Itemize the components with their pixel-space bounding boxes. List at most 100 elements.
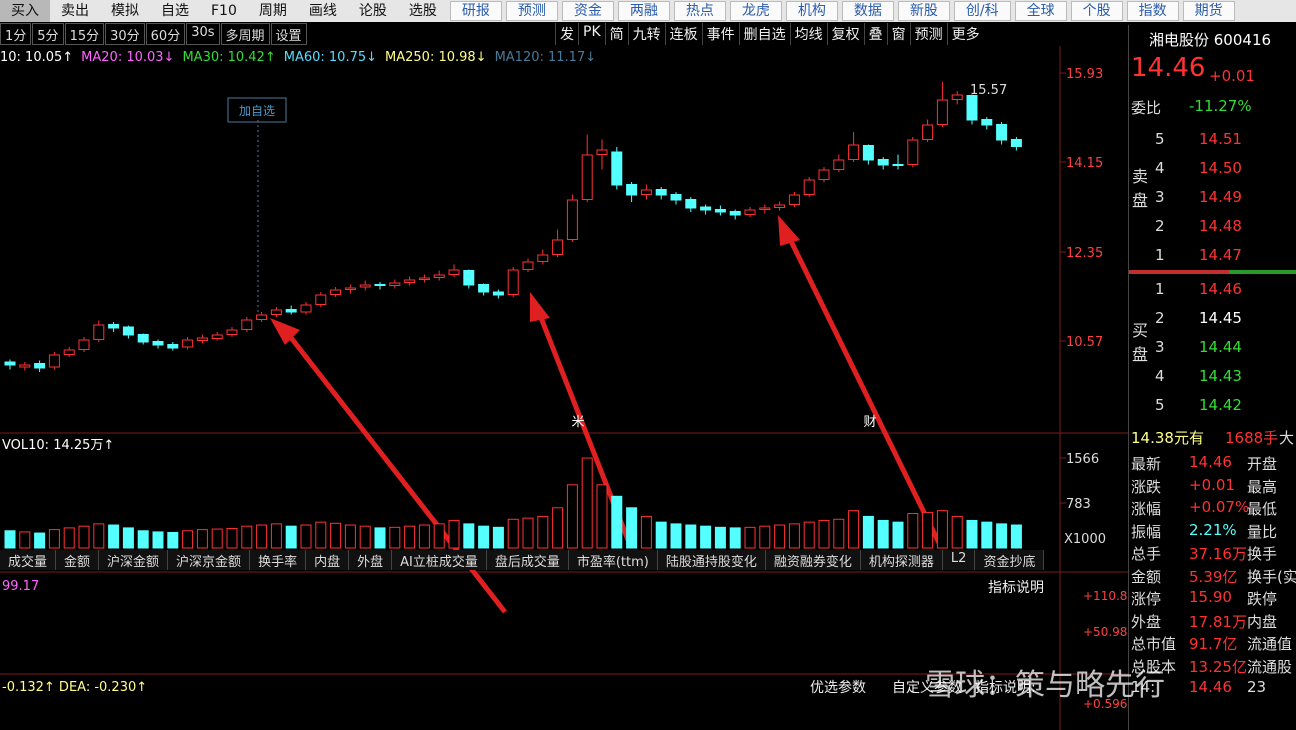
indicator-tab[interactable]: 盘后成交量	[487, 550, 569, 570]
period-button[interactable]: 1分	[0, 23, 32, 45]
candle-body	[862, 145, 874, 161]
indicator-tab[interactable]: 市盈率(ttm)	[569, 550, 658, 570]
indicator-tab[interactable]: 机构探测器	[861, 550, 943, 570]
candle-body	[907, 139, 919, 165]
candle-body	[922, 124, 934, 140]
toolbar-tab[interactable]: 热点	[673, 1, 726, 21]
indicator-tab[interactable]: 外盘	[349, 550, 393, 570]
volume-bar	[344, 524, 356, 549]
toolbar-tab[interactable]: 自选	[161, 3, 189, 19]
candle-body	[285, 309, 297, 313]
toolbar-tab[interactable]: F10	[211, 3, 237, 19]
divider	[1129, 270, 1229, 274]
toolbar-tab[interactable]: 预测	[505, 1, 558, 21]
toolbar-tab[interactable]: 创/科	[953, 1, 1011, 21]
period-button[interactable]: 15分	[64, 23, 105, 45]
stat-label: 外盘	[1131, 612, 1162, 631]
toolbar-tab[interactable]: 周期	[258, 3, 287, 19]
divider	[1229, 270, 1296, 274]
period-button[interactable]: 多周期	[220, 23, 270, 45]
volume-bar	[818, 519, 830, 549]
toolbar-tab[interactable]: 期货	[1182, 1, 1235, 21]
info: 14.38元有	[1131, 429, 1204, 447]
toolbar-tab[interactable]: 买入	[0, 0, 50, 22]
period-button[interactable]: 30s	[186, 23, 220, 45]
high-label: 15.57	[970, 83, 1007, 98]
level: 4	[1155, 367, 1165, 385]
toolbar-tab[interactable]: 个股	[1070, 1, 1123, 21]
candle-body	[226, 329, 238, 335]
volume-bar	[788, 523, 800, 549]
level: 4	[1155, 159, 1165, 177]
candle-body	[137, 334, 149, 343]
tool-button[interactable]: 事件	[701, 23, 739, 45]
tool-button[interactable]: 发	[555, 23, 578, 45]
toolbar-tab[interactable]: 画线	[308, 3, 337, 19]
volume-bar	[966, 519, 978, 549]
indicator-tab[interactable]: 陆股通持股变化	[658, 550, 766, 570]
tool-button[interactable]: 叠	[863, 23, 887, 45]
toolbar-tab[interactable]: 模拟	[111, 3, 139, 19]
candle-body	[48, 354, 60, 368]
tool-button[interactable]: 均线	[789, 23, 827, 45]
stat-value: 13.25亿	[1189, 657, 1247, 676]
ask-price: 14.50	[1199, 159, 1242, 177]
stat-value: 5.39亿	[1189, 567, 1238, 586]
candle-body	[34, 363, 46, 369]
indicator-tab[interactable]: 内盘	[306, 550, 350, 570]
indicator-tabs: 成交量 金额 沪深金额 沪深京金额 换手率 内盘 外盘 AI立桩成交量 盘后成交量 市盈率(ttm…	[0, 550, 1045, 570]
toolbar-tab[interactable]: 选股	[408, 3, 437, 19]
toolbar-tab[interactable]: 两融	[617, 1, 670, 21]
volume-bar	[833, 518, 845, 549]
tool-button[interactable]: 简	[604, 23, 628, 45]
volume-bar	[552, 507, 564, 549]
tool-button[interactable]: 预测	[909, 23, 947, 45]
volume-bar	[4, 530, 16, 549]
stat-value: 17.81万	[1189, 612, 1247, 631]
candle-body	[936, 99, 948, 125]
candle-body	[478, 284, 490, 293]
tool-button[interactable]: PK	[578, 23, 605, 45]
tool-button[interactable]: 九转	[627, 23, 665, 45]
toolbar-tab[interactable]: 卖出	[61, 3, 89, 19]
period-button[interactable]: 5分	[32, 23, 64, 45]
bid-price: 14.46	[1199, 280, 1242, 298]
period-button[interactable]: 30分	[105, 23, 145, 45]
tool-button[interactable]: 连板	[664, 23, 702, 45]
indicator-tab[interactable]: 融资融券变化	[766, 550, 861, 570]
tool-button[interactable]: 窗	[886, 23, 910, 45]
toolbar-tab[interactable]: 全球	[1014, 1, 1067, 21]
indicator-tab[interactable]: 沪深京金额	[168, 550, 251, 570]
toolbar-tab[interactable]: 指数	[1126, 1, 1179, 21]
candle-body	[996, 124, 1008, 141]
toolbar-tab[interactable]: 新股	[897, 1, 950, 21]
toolbar-tab[interactable]: 数据	[841, 1, 894, 21]
indicator-tab[interactable]: L2	[943, 550, 976, 570]
indicator-tab[interactable]: 资金抄底	[975, 550, 1045, 570]
tool-button[interactable]: 更多	[946, 23, 984, 45]
toolbar-tab[interactable]: 机构	[785, 1, 838, 21]
volume-bar	[315, 521, 327, 549]
stat-label: 金额	[1131, 567, 1162, 586]
volume-bar	[714, 526, 726, 549]
period-button[interactable]: 60分	[145, 23, 186, 45]
ma-label: MA30: 10.42↑	[182, 50, 276, 65]
indicator-tab[interactable]: 成交量	[0, 550, 57, 570]
toolbar-tab[interactable]: 资金	[561, 1, 614, 21]
indicator-tab[interactable]: 金额	[56, 550, 100, 570]
tool-button[interactable]: 删自选	[738, 23, 790, 45]
indicator-tab[interactable]: 换手率	[250, 550, 307, 570]
volume-bar	[655, 521, 667, 549]
period-button[interactable]: 设置	[270, 23, 307, 45]
indicator-tab[interactable]: 沪深金额	[99, 550, 169, 570]
candle-body	[655, 189, 667, 196]
toolbar-tab[interactable]: 论股	[358, 3, 387, 19]
toolbar-tab[interactable]: 研报	[449, 1, 502, 21]
tool-button[interactable]: 复权	[826, 23, 864, 45]
indicator-tab[interactable]: AI立桩成交量	[392, 550, 487, 570]
candle-body	[833, 159, 845, 170]
volume-bar	[122, 527, 134, 549]
toolbar-tab[interactable]: 龙虎	[729, 1, 782, 21]
volume-bar	[685, 524, 697, 549]
